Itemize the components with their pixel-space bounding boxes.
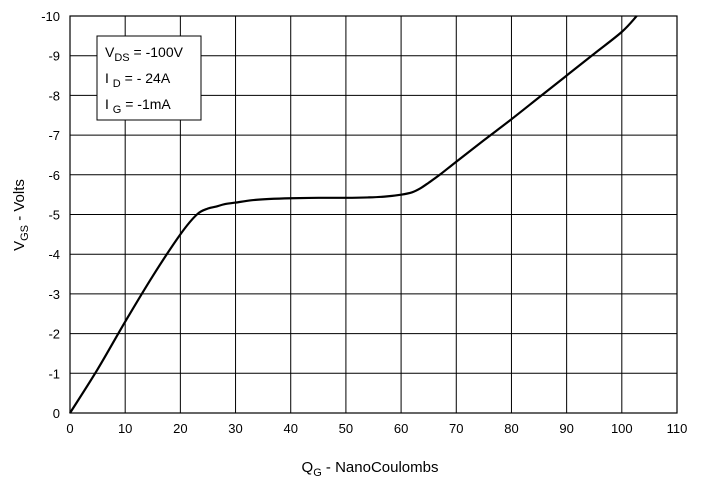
y-tick-label: -2	[48, 327, 60, 342]
y-tick-label: -5	[48, 208, 60, 223]
x-tick-label: 110	[667, 421, 688, 436]
x-tick-label: 100	[611, 421, 633, 436]
y-axis-title: VGS - Volts	[11, 179, 31, 251]
y-tick-label: -9	[48, 49, 60, 64]
x-tick-label: 50	[339, 421, 353, 436]
x-tick-label: 20	[173, 421, 187, 436]
legend-line-vds: VDS = -100V	[105, 44, 184, 64]
tick-labels: 0 10 20 30 40 50 60 70 80 90 100 110 0 -1 -2 -3 -4 -5 -6 -7…	[41, 9, 687, 436]
x-tick-label: 60	[394, 421, 408, 436]
y-tick-label: 0	[53, 406, 60, 421]
series-layer	[69, 15, 638, 414]
legend-line-id: I D = - 24A	[105, 70, 171, 90]
y-tick-label: -7	[48, 128, 60, 143]
x-tick-label: 80	[504, 421, 518, 436]
y-tick-label: -10	[41, 9, 60, 24]
y-tick-label: -6	[48, 168, 60, 183]
y-tick-label: -8	[48, 88, 60, 103]
x-tick-label: 10	[118, 421, 132, 436]
x-tick-label: 70	[449, 421, 463, 436]
x-axis-title: QG - NanoCoulombs	[302, 459, 439, 479]
x-tick-label: 90	[559, 421, 573, 436]
x-tick-label: 30	[228, 421, 242, 436]
legend-line-ig: I G = -1mA	[105, 96, 171, 116]
x-tick-label: 40	[283, 421, 297, 436]
plot-frame	[69, 15, 678, 414]
legend-box	[96, 35, 202, 121]
y-tick-label: -3	[48, 287, 60, 302]
y-tick-label: -4	[48, 247, 60, 262]
y-tick-label: -1	[48, 366, 60, 381]
x-tick-label: 0	[66, 421, 73, 436]
conditions-legend: VDS = -100V I D = - 24A I G = -1mA	[96, 35, 202, 121]
series-line	[69, 15, 638, 414]
